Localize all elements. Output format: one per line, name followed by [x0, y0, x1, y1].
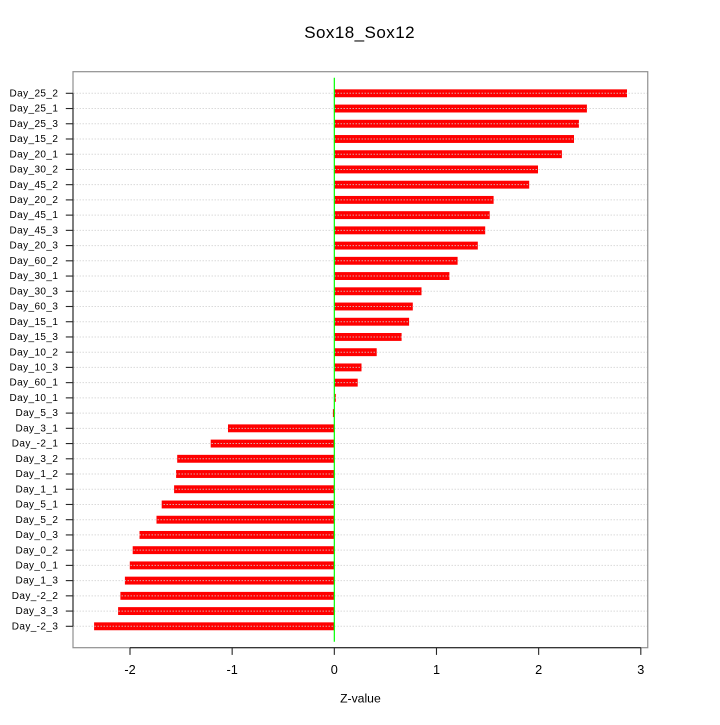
svg-text:Day_5_1: Day_5_1 — [15, 500, 58, 511]
svg-text:Day_25_2: Day_25_2 — [10, 88, 59, 99]
svg-text:Sox18_Sox12: Sox18_Sox12 — [304, 23, 415, 42]
svg-text:Day_30_3: Day_30_3 — [10, 286, 59, 297]
svg-text:3: 3 — [637, 663, 644, 677]
svg-text:2: 2 — [535, 663, 542, 677]
svg-text:Day_45_1: Day_45_1 — [10, 210, 59, 221]
svg-text:Day_-2_2: Day_-2_2 — [12, 591, 59, 602]
svg-text:Day_15_1: Day_15_1 — [10, 317, 59, 328]
svg-text:Day_60_3: Day_60_3 — [10, 302, 59, 313]
svg-text:Day_30_1: Day_30_1 — [10, 271, 59, 282]
svg-text:Day_10_1: Day_10_1 — [10, 393, 59, 404]
svg-text:Day_1_3: Day_1_3 — [15, 576, 58, 587]
svg-text:1: 1 — [433, 663, 440, 677]
svg-text:Day_15_2: Day_15_2 — [10, 134, 59, 145]
svg-text:Day_10_3: Day_10_3 — [10, 363, 59, 374]
svg-text:Day_0_3: Day_0_3 — [15, 530, 58, 541]
svg-text:Day_5_2: Day_5_2 — [15, 515, 58, 526]
svg-text:Day_20_1: Day_20_1 — [10, 149, 59, 160]
svg-text:Day_20_2: Day_20_2 — [10, 195, 59, 206]
svg-text:Day_60_2: Day_60_2 — [10, 256, 59, 267]
svg-text:Day_1_1: Day_1_1 — [15, 484, 58, 495]
svg-text:Day_25_1: Day_25_1 — [10, 104, 59, 115]
svg-text:-2: -2 — [124, 663, 135, 677]
svg-text:Day_60_1: Day_60_1 — [10, 378, 59, 389]
svg-text:0: 0 — [331, 663, 338, 677]
svg-text:Day_3_3: Day_3_3 — [15, 606, 58, 617]
svg-text:Z-value: Z-value — [340, 691, 381, 705]
svg-text:Day_3_2: Day_3_2 — [15, 454, 58, 465]
svg-text:Day_0_1: Day_0_1 — [15, 560, 58, 571]
svg-text:Day_-2_1: Day_-2_1 — [12, 439, 59, 450]
svg-text:Day_1_2: Day_1_2 — [15, 469, 58, 480]
svg-text:-1: -1 — [227, 663, 238, 677]
svg-text:Day_30_2: Day_30_2 — [10, 165, 59, 176]
svg-text:Day_0_2: Day_0_2 — [15, 545, 58, 556]
svg-text:Day_20_3: Day_20_3 — [10, 241, 59, 252]
svg-text:Day_3_1: Day_3_1 — [15, 423, 58, 434]
svg-text:Day_25_3: Day_25_3 — [10, 119, 59, 130]
svg-text:Day_45_2: Day_45_2 — [10, 180, 59, 191]
svg-text:Day_-2_3: Day_-2_3 — [12, 621, 59, 632]
svg-text:Day_10_2: Day_10_2 — [10, 347, 59, 358]
svg-text:Day_45_3: Day_45_3 — [10, 225, 59, 236]
svg-text:Day_5_3: Day_5_3 — [15, 408, 58, 419]
svg-text:Day_15_3: Day_15_3 — [10, 332, 59, 343]
